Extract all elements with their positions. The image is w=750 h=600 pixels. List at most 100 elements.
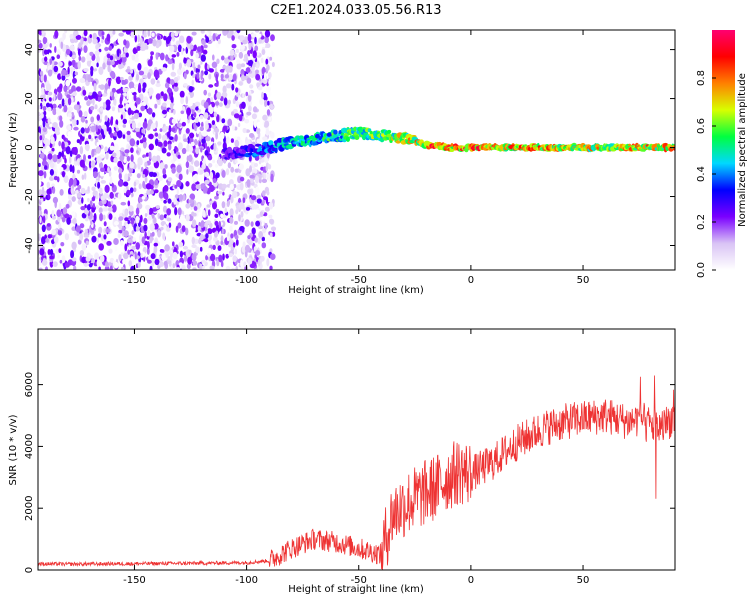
- heatmap-cell: [235, 239, 239, 246]
- heatmap-cell: [263, 172, 267, 181]
- heatmap-cell: [178, 241, 184, 248]
- heatmap-cell: [127, 249, 130, 255]
- heatmap-cell: [166, 217, 172, 222]
- heatmap-cell: [181, 121, 186, 127]
- heatmap-cell: [117, 232, 121, 239]
- heatmap-cell: [80, 206, 86, 211]
- heatmap-cell: [81, 243, 87, 251]
- heatmap-cell: [187, 256, 193, 265]
- heatmap-cell: [234, 235, 239, 240]
- heatmap-cell: [96, 237, 100, 244]
- heatmap-cell: [177, 44, 182, 53]
- heatmap-cell: [124, 217, 129, 222]
- heatmap-cell: [155, 113, 158, 118]
- heatmap-cell: [215, 42, 220, 49]
- heatmap-cell: [126, 130, 131, 136]
- heatmap-cell: [154, 132, 159, 137]
- heatmap-cell: [197, 203, 201, 210]
- heatmap-cell: [220, 213, 224, 218]
- heatmap-cell: [96, 114, 101, 121]
- heatmap-cell: [158, 261, 165, 268]
- heatmap-cell: [170, 95, 174, 104]
- heatmap-cell: [157, 156, 161, 163]
- heatmap-cell: [127, 107, 132, 116]
- heatmap-cell: [129, 161, 135, 169]
- heatmap-cell: [162, 232, 166, 240]
- heatmap-cell: [149, 236, 153, 244]
- heatmap-cell: [206, 228, 213, 235]
- heatmap-cell: [234, 159, 238, 164]
- x-tick-label: 0: [468, 575, 474, 586]
- heatmap-cell: [188, 199, 194, 204]
- heatmap-cell: [163, 35, 167, 41]
- heatmap-cell: [199, 114, 204, 120]
- heatmap-cell: [120, 239, 124, 246]
- heatmap-cell: [59, 259, 63, 264]
- heatmap-cell: [258, 231, 263, 239]
- heatmap-cell: [269, 232, 273, 237]
- heatmap-cell: [260, 57, 264, 64]
- snr-y-label: SNR (10 * v/v): [8, 414, 19, 485]
- heatmap-cell: [103, 128, 107, 136]
- heatmap-cell: [246, 111, 252, 116]
- heatmap-cell: [202, 49, 208, 55]
- heatmap-cell: [239, 139, 243, 146]
- heatmap-cell: [56, 54, 61, 59]
- heatmap-cell: [140, 105, 145, 112]
- heatmap-cell: [77, 199, 83, 205]
- colorbar-label: Normalized spectral amplitude: [737, 73, 748, 227]
- x-tick-label: -100: [235, 575, 258, 586]
- heatmap-cell: [95, 137, 99, 143]
- heatmap-cell: [133, 94, 137, 102]
- spectrogram-y-label: Frequency (Hz): [8, 112, 19, 188]
- heatmap-cell: [47, 91, 53, 96]
- heatmap-cell: [66, 94, 71, 99]
- heatmap-cell: [255, 220, 260, 227]
- heatmap-cell: [195, 147, 200, 155]
- heatmap-cell: [153, 217, 157, 225]
- heatmap-cell: [185, 203, 191, 209]
- heatmap-cell: [105, 103, 111, 111]
- heatmap-cell: [44, 56, 48, 62]
- heatmap-cell: [143, 217, 148, 224]
- heatmap-cell: [241, 227, 245, 233]
- heatmap-cell: [247, 33, 252, 42]
- heatmap-cell: [90, 125, 96, 133]
- heatmap-cell: [87, 155, 92, 159]
- heatmap-cell: [61, 74, 66, 81]
- heatmap-cell: [91, 186, 96, 192]
- heatmap-cell: [88, 134, 92, 140]
- heatmap-cell: [256, 194, 261, 199]
- heatmap-cell: [258, 178, 262, 184]
- heatmap-cell: [72, 165, 75, 174]
- heatmap-cell: [52, 154, 58, 163]
- heatmap-cell: [134, 35, 138, 43]
- heatmap-cell: [215, 73, 218, 82]
- x-tick-label: -50: [351, 575, 367, 586]
- heatmap-cell: [195, 106, 199, 111]
- heatmap-cell: [109, 60, 115, 66]
- heatmap-cell: [65, 48, 71, 56]
- heatmap-cell: [185, 214, 190, 222]
- heatmap-cell: [246, 77, 252, 84]
- heatmap-cell: [91, 235, 97, 243]
- heatmap-cell: [38, 116, 41, 122]
- heatmap-cell: [48, 97, 52, 102]
- heatmap-cell: [189, 145, 193, 153]
- heatmap-cell: [268, 71, 272, 79]
- colorbar-tick-label: 0.2: [696, 214, 707, 230]
- heatmap-cell: [262, 136, 268, 141]
- heatmap-cell: [234, 53, 237, 58]
- heatmap-cell: [183, 245, 188, 250]
- heatmap-cell: [101, 31, 105, 36]
- heatmap-cell: [166, 208, 172, 216]
- heatmap-cell: [38, 233, 41, 237]
- heatmap-cell: [72, 54, 77, 59]
- heatmap-cell: [133, 181, 137, 187]
- heatmap-cell: [265, 197, 269, 205]
- heatmap-cell: [121, 53, 126, 58]
- heatmap-cell: [228, 73, 233, 81]
- heatmap-cell: [151, 32, 155, 37]
- heatmap-cell: [122, 134, 126, 139]
- heatmap-cell: [176, 52, 180, 57]
